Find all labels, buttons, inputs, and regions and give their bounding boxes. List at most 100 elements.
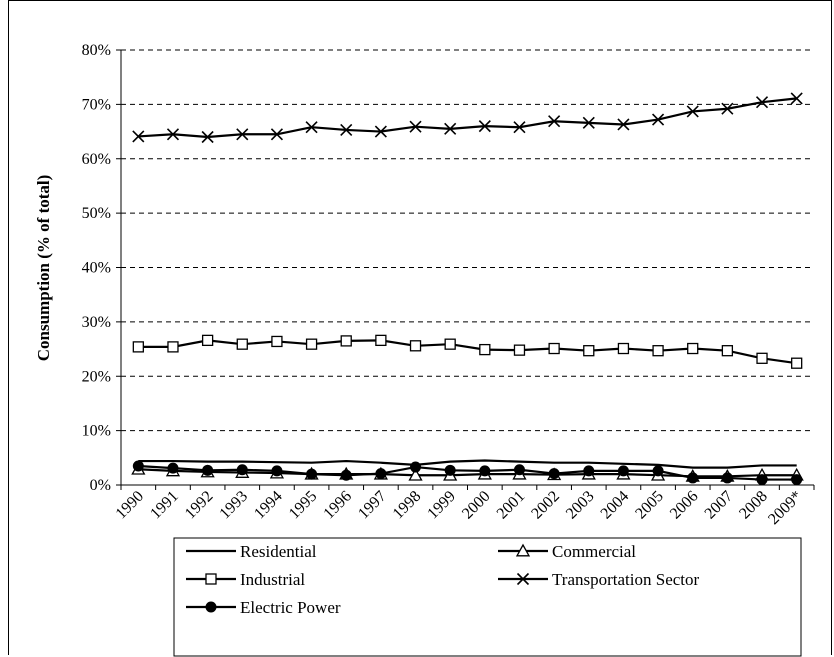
data-point-circle: [132, 460, 144, 472]
data-point-circle: [652, 465, 664, 477]
y-tick-label: 10%: [82, 423, 111, 440]
y-tick-label: 30%: [82, 314, 111, 331]
x-tick-label: 2004: [598, 488, 633, 523]
data-point-circle: [306, 468, 318, 480]
data-point-circle: [375, 468, 387, 480]
data-point-circle: [271, 465, 283, 477]
series-line: [138, 459, 797, 469]
series-line: [138, 464, 797, 481]
data-point-x: [374, 125, 387, 138]
data-point-square: [548, 342, 560, 355]
data-point-circle: [721, 472, 733, 484]
legend-item-industrial: Industrial: [186, 570, 305, 589]
data-point-circle: [167, 462, 179, 474]
data-point-circle: [202, 464, 214, 476]
data-point-square: [305, 338, 318, 350]
data-point-square: [340, 335, 352, 347]
data-point-circle: [583, 465, 595, 477]
x-tick-label: 2002: [528, 488, 563, 523]
data-point-circle: [548, 468, 560, 480]
axes: [116, 49, 815, 490]
data-point-x: [617, 118, 630, 131]
data-point-square: [201, 334, 214, 347]
y-tick-label: 50%: [82, 205, 111, 222]
data-point-x: [201, 130, 214, 144]
data-point-x: [132, 130, 145, 143]
data-point-square: [652, 345, 664, 357]
x-tick-label: 1997: [355, 488, 390, 523]
data-point-square: [756, 352, 768, 364]
legend-box: [173, 537, 802, 657]
series-transportation: [132, 92, 803, 144]
y-tick-label: 40%: [82, 260, 111, 277]
data-point-circle: [205, 601, 217, 613]
data-point-circle: [513, 464, 525, 476]
y-tick-label: 60%: [82, 151, 111, 168]
data-point-square: [687, 342, 699, 355]
legend-label: Commercial: [552, 542, 636, 561]
data-point-x: [686, 105, 699, 118]
x-tick-labels: 1990 1991 1992 1993 1994 1995 1996 1997 1998 1999…: [113, 488, 806, 528]
series-industrial: [132, 334, 803, 369]
data-point-circle: [236, 464, 248, 476]
data-point-x: [516, 572, 530, 586]
data-point-square: [791, 357, 803, 369]
data-point-triangle: [515, 543, 531, 557]
data-point-x: [548, 115, 561, 128]
data-point-square: [617, 342, 630, 355]
data-point-x: [166, 128, 180, 141]
data-point-circle: [791, 474, 803, 486]
x-tick-label: 1992: [182, 488, 217, 523]
data-point-x: [270, 128, 283, 141]
x-tick-label: 2006: [667, 488, 702, 523]
x-tick-label: 2000: [459, 488, 494, 523]
legend-item-electric-power: Electric Power: [186, 598, 341, 617]
series-residential: [138, 459, 797, 469]
legend-label: Transportation Sector: [552, 570, 700, 589]
legend-item-commercial: Commercial: [498, 542, 636, 561]
gridlines: [121, 49, 814, 432]
data-point-x: [582, 116, 595, 129]
data-point-x: [721, 102, 734, 115]
data-point-x: [513, 121, 526, 134]
data-point-square: [513, 344, 526, 356]
data-point-square: [479, 343, 491, 356]
x-tick-label: 1994: [251, 488, 286, 523]
data-point-x: [236, 128, 249, 141]
x-tick-label: 1991: [147, 488, 182, 523]
x-tick-label: 2005: [632, 488, 667, 523]
y-axis-label: Consumption (% of total): [34, 175, 53, 362]
data-point-square: [444, 338, 456, 350]
data-point-square: [205, 573, 217, 585]
series-line: [138, 339, 797, 365]
series-group: [131, 92, 804, 486]
series-line: [138, 97, 797, 139]
data-point-circle: [687, 472, 699, 484]
x-tick-label: 1999: [424, 488, 459, 523]
data-point-x: [478, 120, 491, 133]
x-tick-label: 2007: [702, 488, 737, 523]
data-point-square: [583, 345, 595, 357]
legend-label: Electric Power: [240, 598, 341, 617]
data-point-circle: [479, 465, 491, 477]
data-point-circle: [756, 474, 768, 486]
x-tick-label: 1998: [390, 488, 425, 523]
y-tick-labels: 0% 10% 20% 30% 40% 50% 60% 70% 80%: [82, 42, 111, 494]
legend-label: Industrial: [240, 570, 305, 589]
legend-item-transportation: Transportation Sector: [498, 570, 700, 589]
data-point-square: [721, 345, 734, 357]
x-tick-label: 2003: [563, 488, 598, 523]
y-tick-label: 0%: [90, 477, 111, 494]
data-point-x: [305, 121, 318, 134]
data-point-x: [652, 113, 665, 126]
data-point-circle: [340, 469, 352, 481]
legend-item-residential: Residential: [186, 542, 317, 561]
x-tick-label: 1996: [320, 488, 355, 523]
legend: Residential Commercial Industrial Transport…: [173, 537, 802, 657]
data-point-x: [340, 123, 353, 136]
x-tick-label: 1993: [216, 488, 251, 523]
data-point-square: [132, 341, 144, 353]
data-point-x: [790, 92, 803, 105]
legend-label: Residential: [240, 542, 317, 561]
